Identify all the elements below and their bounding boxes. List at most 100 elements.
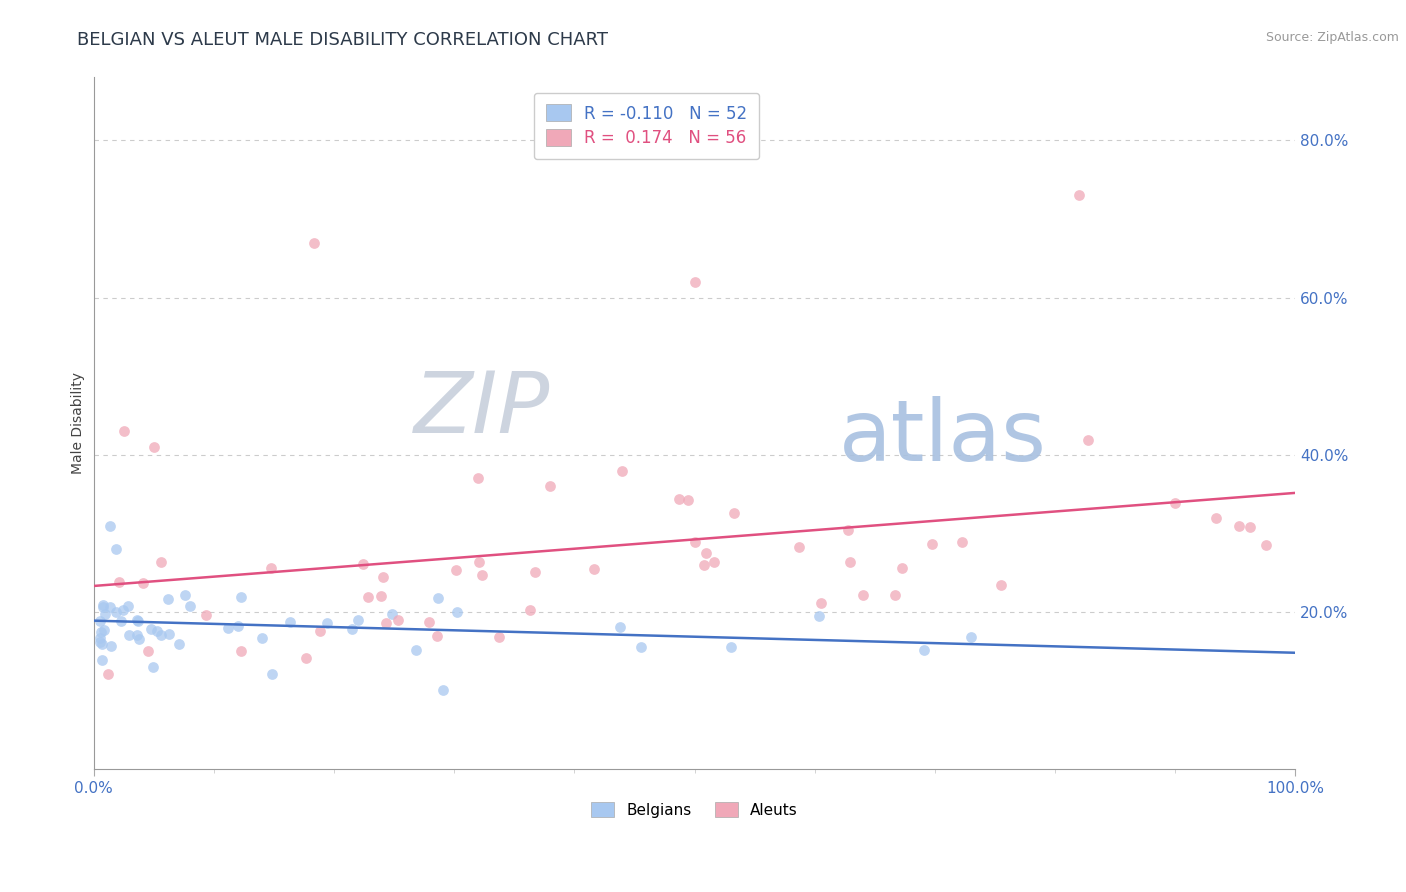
Point	[1164, 496, 1187, 510]
Point	[370, 589, 392, 603]
Point	[229, 590, 252, 604]
Point	[142, 660, 165, 674]
Point	[146, 624, 169, 639]
Point	[1256, 538, 1278, 552]
Point	[405, 642, 427, 657]
Point	[837, 523, 859, 537]
Point	[488, 631, 510, 645]
Point	[352, 557, 374, 571]
Point	[250, 632, 273, 646]
Point	[90, 653, 112, 667]
Point	[810, 596, 832, 610]
Y-axis label: Male Disability: Male Disability	[72, 372, 86, 475]
Point	[127, 614, 149, 628]
Point	[723, 506, 745, 520]
Point	[683, 275, 706, 289]
Point	[262, 666, 284, 681]
Point	[446, 606, 468, 620]
Point	[98, 599, 121, 614]
Point	[950, 534, 973, 549]
Point	[787, 540, 810, 554]
Point	[347, 613, 370, 627]
Point	[720, 640, 742, 655]
Point	[426, 591, 449, 605]
Point	[127, 628, 149, 642]
Text: BELGIAN VS ALEUT MALE DISABILITY CORRELATION CHART: BELGIAN VS ALEUT MALE DISABILITY CORRELA…	[77, 31, 609, 49]
Point	[582, 562, 605, 576]
Point	[260, 561, 283, 575]
Point	[105, 605, 128, 619]
Point	[426, 629, 449, 643]
Point	[112, 424, 135, 438]
Point	[1077, 433, 1099, 447]
Point	[960, 630, 983, 644]
Point	[838, 555, 860, 569]
Point	[912, 643, 935, 657]
Point	[108, 575, 131, 590]
Point	[104, 542, 127, 557]
Point	[309, 624, 332, 638]
Point	[890, 561, 912, 575]
Point	[381, 607, 404, 621]
Point	[278, 615, 301, 630]
Point	[110, 614, 132, 628]
Point	[678, 492, 700, 507]
Point	[519, 603, 541, 617]
Point	[100, 640, 122, 654]
Text: atlas: atlas	[839, 396, 1046, 479]
Point	[808, 609, 831, 624]
Point	[295, 650, 318, 665]
Point	[98, 518, 121, 533]
Point	[884, 588, 907, 602]
Point	[90, 637, 112, 651]
Point	[156, 591, 179, 606]
Point	[89, 614, 111, 628]
Point	[387, 613, 409, 627]
Point	[91, 600, 114, 615]
Legend: Belgians, Aleuts: Belgians, Aleuts	[585, 796, 804, 824]
Point	[149, 555, 172, 569]
Point	[302, 235, 325, 250]
Point	[683, 534, 706, 549]
Point	[693, 558, 716, 572]
Point	[357, 590, 380, 604]
Point	[90, 624, 112, 639]
Point	[471, 568, 494, 582]
Point	[444, 563, 467, 577]
Text: Source: ZipAtlas.com: Source: ZipAtlas.com	[1265, 31, 1399, 45]
Point	[89, 635, 111, 649]
Point	[990, 578, 1012, 592]
Point	[128, 632, 150, 646]
Point	[132, 576, 155, 591]
Point	[340, 622, 363, 636]
Point	[139, 623, 162, 637]
Point	[118, 628, 141, 642]
Point	[468, 555, 491, 569]
Point	[169, 637, 191, 651]
Point	[695, 546, 717, 560]
Point	[703, 555, 725, 569]
Point	[157, 626, 180, 640]
Point	[136, 643, 159, 657]
Point	[609, 620, 631, 634]
Point	[91, 598, 114, 612]
Point	[1205, 511, 1227, 525]
Point	[226, 619, 249, 633]
Point	[1239, 520, 1261, 534]
Point	[142, 440, 165, 454]
Point	[467, 471, 489, 485]
Point	[231, 644, 253, 658]
Point	[630, 640, 652, 654]
Point	[179, 599, 201, 613]
Point	[375, 615, 398, 630]
Point	[852, 588, 875, 602]
Point	[195, 608, 218, 623]
Point	[111, 603, 134, 617]
Text: ZIP: ZIP	[413, 368, 550, 451]
Point	[524, 566, 547, 580]
Point	[432, 683, 454, 698]
Point	[538, 479, 561, 493]
Point	[1227, 518, 1250, 533]
Point	[1069, 188, 1091, 202]
Point	[174, 588, 197, 602]
